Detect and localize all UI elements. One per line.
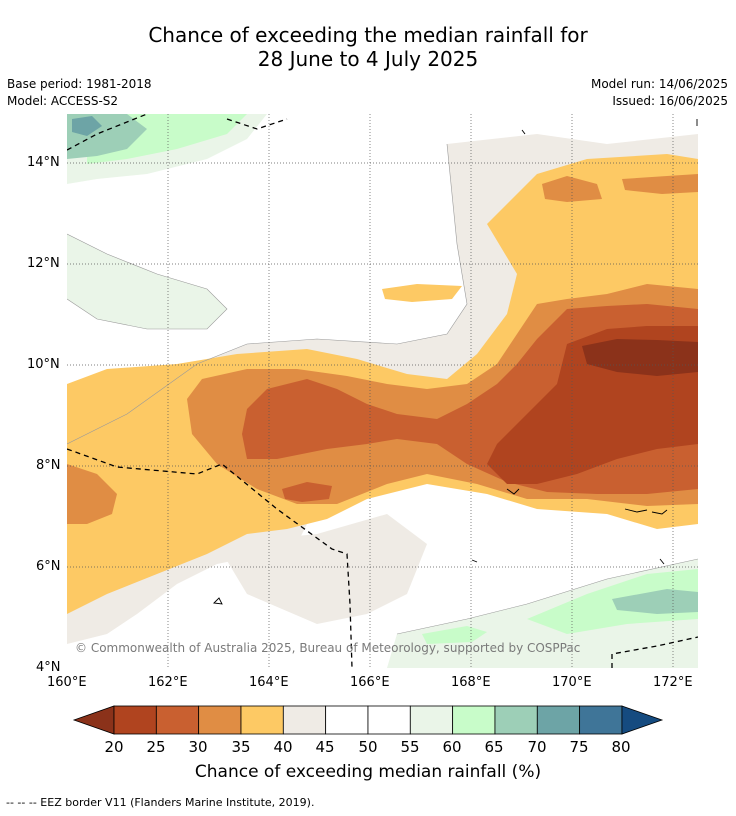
colorbar-swatch bbox=[240, 705, 284, 735]
map-title-line1: Chance of exceeding the median rainfall … bbox=[148, 23, 588, 47]
colorbar-label: 30 bbox=[188, 738, 208, 756]
colorbar-swatch bbox=[282, 705, 327, 735]
colorbar-label: 40 bbox=[273, 738, 293, 756]
colorbar-swatch bbox=[494, 705, 538, 735]
x-tick-label: 170°E bbox=[552, 675, 592, 690]
base-period: Base period: 1981-2018 bbox=[7, 77, 152, 91]
x-tick-label: 168°E bbox=[451, 675, 491, 690]
colorbar-swatch bbox=[198, 705, 242, 735]
y-tick-label: 4°N bbox=[36, 660, 61, 675]
colorbar-label: 65 bbox=[484, 738, 504, 756]
model-run: Model run: 14/06/2025 bbox=[590, 77, 728, 91]
y-tick-label: 10°N bbox=[27, 357, 60, 372]
colorbar-label: 50 bbox=[358, 738, 378, 756]
colorbar-swatch bbox=[579, 705, 623, 735]
colorbar-swatch bbox=[367, 705, 411, 735]
colorbar-swatch bbox=[113, 705, 157, 735]
contour-below-20 bbox=[582, 339, 698, 376]
x-tick-label: 160°E bbox=[47, 675, 87, 690]
contour-30-35-west bbox=[67, 464, 117, 524]
x-tick-label: 164°E bbox=[249, 675, 289, 690]
contour-40-45-south bbox=[217, 514, 427, 624]
contour-60-65-se bbox=[527, 569, 698, 634]
x-tick-label: 172°E bbox=[653, 675, 693, 690]
colorbar-label: 35 bbox=[231, 738, 251, 756]
colorbar-label: 55 bbox=[400, 738, 420, 756]
colorbar-title: Chance of exceeding median rainfall (%) bbox=[194, 762, 542, 782]
colorbar-label: 45 bbox=[315, 738, 335, 756]
contour-25-30-sw bbox=[282, 482, 332, 502]
x-tick-label: 162°E bbox=[148, 675, 188, 690]
y-tick-label: 8°N bbox=[36, 458, 61, 473]
colorbar-swatch bbox=[325, 705, 369, 735]
contour-65-70-se bbox=[612, 589, 698, 614]
contour-30-35-ne bbox=[622, 174, 698, 194]
colorbar-swatch bbox=[452, 705, 496, 735]
contour-35-40-island bbox=[382, 284, 462, 302]
colorbar-arrow-high bbox=[621, 705, 664, 735]
map-title-line2: 28 June to 4 July 2025 bbox=[257, 47, 479, 71]
colorbar-label: 80 bbox=[611, 738, 631, 756]
colorbar-label: 75 bbox=[569, 738, 589, 756]
y-tick-label: 6°N bbox=[36, 559, 61, 574]
colorbar-label: 60 bbox=[442, 738, 462, 756]
colorbar-swatch bbox=[155, 705, 200, 735]
y-tick-label: 12°N bbox=[27, 256, 60, 271]
colorbar-swatch bbox=[536, 705, 581, 735]
x-tick-label: 166°E bbox=[350, 675, 390, 690]
colorbar-label: 25 bbox=[146, 738, 166, 756]
rainfall-map bbox=[67, 114, 698, 668]
colorbar-label: 70 bbox=[527, 738, 547, 756]
contour-55-60-west bbox=[67, 234, 227, 329]
contour-70-75-north bbox=[72, 116, 102, 136]
issued-date: Issued: 16/06/2025 bbox=[612, 94, 728, 108]
model-name: Model: ACCESS-S2 bbox=[7, 94, 119, 108]
copyright-notice: © Commonwealth of Australia 2025, Bureau… bbox=[75, 641, 581, 655]
colorbar-label: 20 bbox=[104, 738, 124, 756]
y-tick-label: 14°N bbox=[27, 155, 60, 170]
eez-border bbox=[67, 114, 698, 668]
colorbar-arrow-low bbox=[72, 705, 115, 735]
colorbar-swatch bbox=[409, 705, 454, 735]
colorbar bbox=[72, 705, 664, 735]
eez-legend-note: -- -- -- EEZ border V11 (Flanders Marine… bbox=[6, 796, 315, 809]
